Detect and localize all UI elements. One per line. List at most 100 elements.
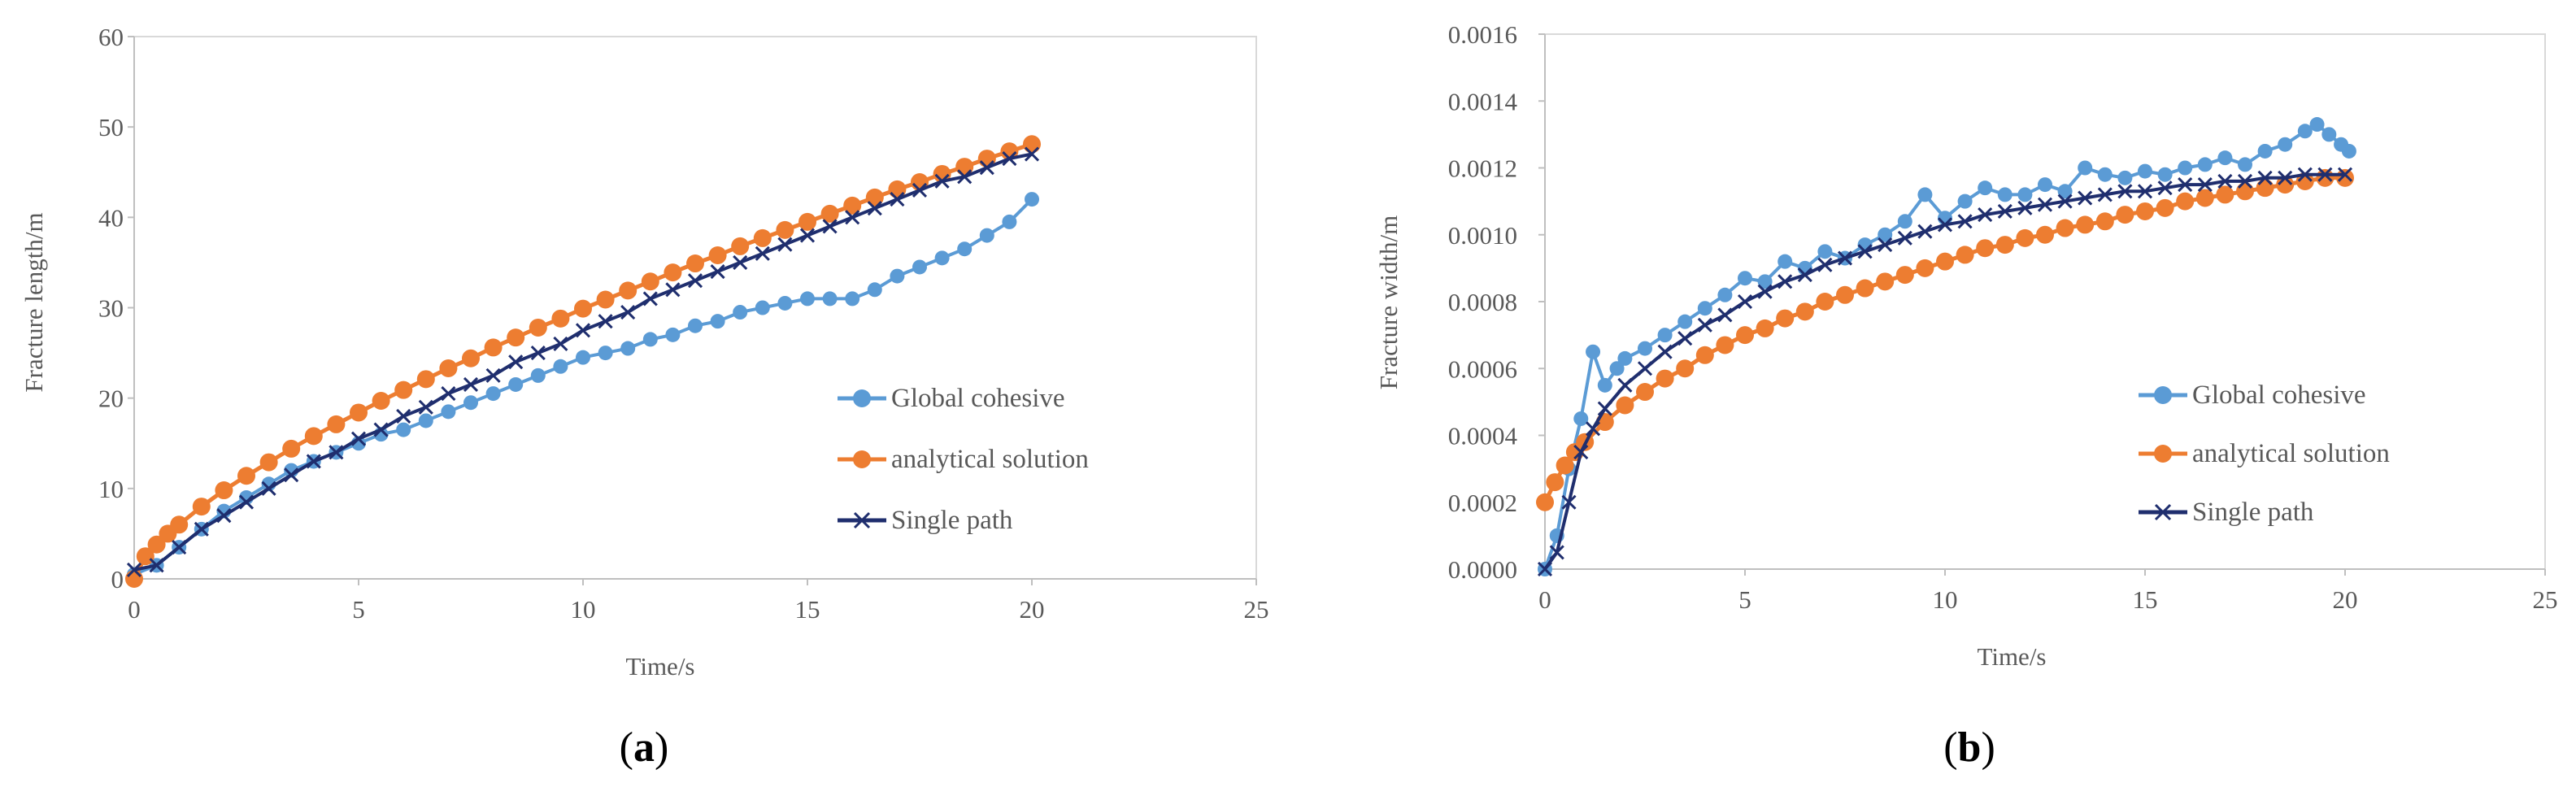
data-point (912, 182, 928, 198)
data-point (1897, 230, 1912, 246)
data-point (259, 453, 278, 472)
data-point (642, 332, 658, 347)
data-point (979, 160, 994, 176)
data-point (192, 498, 211, 516)
data-point (2256, 179, 2274, 198)
y-tick-label: 60 (98, 23, 124, 51)
data-point (1778, 254, 1793, 269)
data-point (2236, 182, 2254, 201)
data-point (1738, 271, 1752, 286)
data-point (327, 415, 346, 433)
data-point (485, 386, 501, 402)
data-point (2136, 202, 2154, 220)
data-point (574, 299, 592, 318)
data-point (170, 515, 189, 534)
data-point (2297, 124, 2313, 139)
data-point (396, 422, 411, 437)
data-point (753, 228, 772, 247)
data-point (396, 408, 411, 424)
data-point (1677, 331, 1693, 346)
data-point (620, 341, 636, 356)
y-tick-label: 30 (98, 294, 124, 323)
legend-label: analytical solution (891, 445, 1089, 474)
x-tick-label: 10 (1933, 585, 1958, 614)
data-point (708, 246, 727, 265)
data-point (261, 480, 276, 496)
data-point (1573, 411, 1589, 426)
data-point (2237, 173, 2253, 189)
data-point (665, 282, 681, 298)
data-point (1677, 314, 1693, 329)
data-point (1697, 317, 1712, 333)
data-point (1656, 369, 1674, 388)
data-point (2276, 176, 2295, 194)
data-point (2078, 160, 2093, 176)
legend-item: Single path (2139, 498, 2314, 527)
data-point (2257, 170, 2273, 185)
data-point (1597, 401, 1612, 416)
legend-label: Global cohesive (2192, 380, 2366, 410)
x-tick-label: 15 (2133, 585, 2158, 614)
data-point (529, 318, 547, 337)
data-point (665, 327, 681, 342)
data-point (688, 318, 703, 333)
data-point (282, 439, 301, 458)
data-point (2178, 177, 2193, 193)
data-point (1817, 257, 1833, 272)
data-point (237, 467, 255, 485)
legend-item: Single path (838, 506, 1013, 535)
data-point (508, 354, 524, 370)
data-point (1756, 319, 1774, 337)
data-point (1636, 383, 1654, 402)
x-tick-label: 25 (2533, 585, 2558, 614)
plot-area-a (125, 135, 1041, 588)
data-point (2176, 192, 2195, 211)
data-point (1976, 239, 1995, 258)
data-point (2137, 184, 2153, 199)
data-point (1878, 227, 1893, 242)
data-point (238, 494, 255, 510)
data-point (710, 314, 725, 329)
data-point (1617, 350, 1633, 366)
data-point (2017, 187, 2033, 202)
data-point (2097, 167, 2113, 182)
data-point (2117, 170, 2133, 185)
data-point (664, 263, 682, 282)
data-point (687, 273, 703, 289)
panel-label-a-close: ) (655, 724, 668, 771)
legend-label: Single path (891, 506, 1013, 535)
data-point (822, 291, 838, 307)
data-point (2036, 225, 2054, 244)
data-point (2178, 160, 2193, 176)
data-point (2156, 198, 2174, 217)
data-point (865, 188, 884, 207)
data-point (485, 367, 501, 383)
data-point (551, 309, 570, 328)
data-point (2216, 185, 2234, 204)
data-point (890, 192, 905, 207)
data-point (1997, 187, 2012, 202)
data-point (1978, 180, 1993, 196)
data-point (1537, 561, 1553, 577)
data-point (1817, 244, 1833, 259)
panel-label-a: (a) (620, 724, 669, 771)
data-point (1897, 214, 1912, 229)
x-tick-label: 15 (795, 595, 820, 624)
panel-label-b-close: ) (1981, 724, 1995, 771)
data-point (800, 291, 815, 307)
data-point (1878, 237, 1893, 253)
data-point (350, 431, 367, 446)
legend-swatch-marker (853, 389, 871, 407)
legend-label: analytical solution (2192, 439, 2390, 468)
data-point (1776, 309, 1795, 328)
data-point (2117, 184, 2133, 199)
data-point (439, 359, 458, 377)
series-b-single-path (1537, 167, 2353, 577)
data-point (598, 346, 613, 361)
data-point (641, 272, 659, 291)
data-point (2337, 167, 2353, 182)
data-point (2217, 150, 2233, 166)
data-point (598, 314, 613, 329)
y-axis-title-a: Fracture length/m (20, 212, 48, 392)
data-point (149, 558, 164, 573)
